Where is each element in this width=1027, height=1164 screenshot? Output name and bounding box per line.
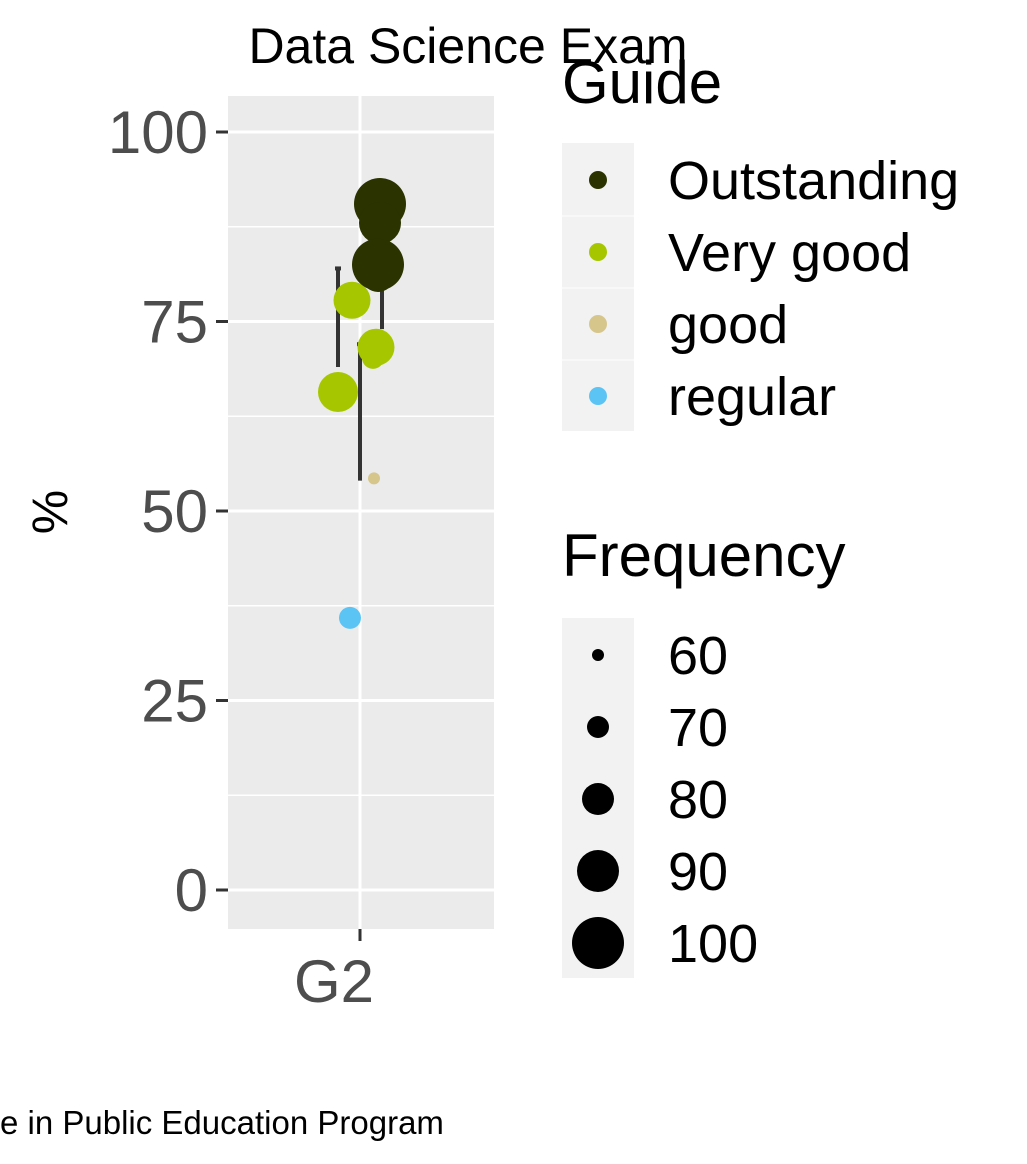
data-point (359, 201, 401, 244)
legend-guide-label: Very good (668, 223, 911, 283)
legend-frequency-swatch (572, 917, 624, 969)
data-point (318, 371, 358, 412)
y-tick-label: 100 (108, 99, 208, 166)
legend-guide-swatch (589, 171, 607, 189)
data-point (368, 472, 380, 485)
legend-frequency-title: Frequency (562, 522, 845, 589)
legend-frequency-swatch (592, 649, 604, 661)
legend-frequency-label: 60 (668, 626, 728, 686)
legend-frequency-swatch (577, 850, 619, 892)
y-tick-label: 0 (175, 857, 208, 924)
legend-guide-swatch (589, 243, 607, 261)
caption: e in Public Education Program (0, 1104, 444, 1141)
legend-frequency-label: 80 (668, 770, 728, 830)
legend-frequency-label: 90 (668, 842, 728, 902)
legend-guide-label: regular (668, 367, 836, 427)
data-point (333, 281, 371, 319)
legend-frequency-swatch (587, 716, 609, 738)
data-point (339, 606, 361, 629)
y-tick-label: 50 (141, 478, 208, 545)
legend-guide-swatch (589, 387, 607, 405)
data-point (352, 238, 404, 291)
y-axis-title: % (22, 490, 78, 534)
legend-guide-swatch (589, 315, 607, 333)
legend-guide-key-bg (562, 143, 634, 431)
chart-title: Data Science Exam (248, 18, 687, 74)
y-axis: 0 25 50 75 100 (108, 99, 228, 924)
legend-guide: Guide Outstanding Very good good regular (562, 49, 959, 431)
x-axis: G2 (294, 929, 374, 1015)
y-tick-label: 25 (141, 668, 208, 735)
data-point (362, 346, 384, 369)
y-tick-label: 75 (141, 289, 208, 356)
data-points (318, 178, 406, 629)
legend-frequency: Frequency 60 70 80 90 100 (562, 522, 845, 978)
legend-frequency-swatch (582, 783, 614, 815)
legend-frequency-label: 70 (668, 698, 728, 758)
legend-guide-label: good (668, 295, 788, 355)
legend-guide-title: Guide (562, 49, 722, 116)
x-tick-label: G2 (294, 948, 374, 1015)
legend-guide-label: Outstanding (668, 151, 959, 211)
legend-frequency-label: 100 (668, 914, 758, 974)
gridlines (228, 96, 494, 929)
